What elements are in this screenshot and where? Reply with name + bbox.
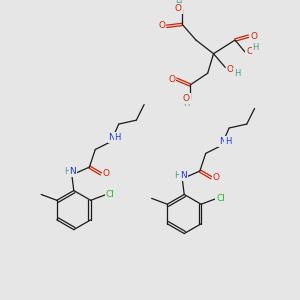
Text: H: H [175,0,182,8]
Text: H: H [174,171,181,180]
Text: N: N [69,167,76,176]
Text: Cl: Cl [106,190,115,199]
Text: H: H [183,99,189,108]
Text: N: N [109,133,115,142]
Text: O: O [246,47,253,56]
Text: O: O [213,173,220,182]
Text: O: O [183,94,190,103]
Text: H: H [252,44,259,52]
Text: O: O [168,75,175,84]
Text: H: H [234,69,240,78]
Text: O: O [250,32,257,40]
Text: H: H [64,167,70,176]
Text: O: O [158,21,165,30]
Text: O: O [226,65,234,74]
Text: H: H [225,137,231,146]
Text: O: O [103,169,110,178]
Text: H: H [115,133,121,142]
Text: Cl: Cl [216,194,225,203]
Text: N: N [180,171,187,180]
Text: N: N [219,137,226,146]
Text: O: O [175,4,182,13]
